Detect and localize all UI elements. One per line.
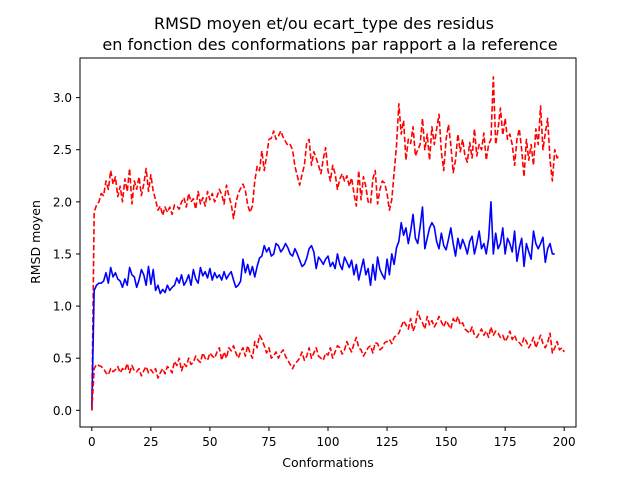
series-line-2 [91,201,555,411]
x-tick-label: 50 [202,435,217,449]
y-tick-label: 0.5 [53,352,72,366]
series-line-3 [91,310,565,411]
x-axis-ticks: 0 25 50 75 100 125 150 175 200 [88,427,576,449]
y-tick-label: 0.0 [53,404,72,418]
x-tick-label: 175 [494,435,517,449]
chart-title-line2: en fonction des conformations par rappor… [102,35,557,54]
y-tick-label: 1.0 [53,300,72,314]
y-axis-ticks: 0.0 0.5 1.0 1.5 2.0 2.5 3.0 [53,91,80,418]
x-tick-label: 150 [435,435,458,449]
x-axis-label: Conformations [282,455,374,470]
x-tick-label: 125 [376,435,399,449]
y-tick-label: 3.0 [53,91,72,105]
x-tick-label: 25 [143,435,158,449]
x-tick-label: 75 [261,435,276,449]
y-tick-label: 2.5 [53,143,72,157]
y-tick-label: 2.0 [53,195,72,209]
y-tick-label: 1.5 [53,247,72,261]
x-tick-label: 200 [553,435,576,449]
chart-title-line1: RMSD moyen et/ou ecart_type des residus [154,14,494,34]
y-axis-label: RMSD moyen [28,200,43,284]
x-tick-label: 0 [88,435,96,449]
x-tick-label: 100 [317,435,340,449]
series-layer [91,75,565,411]
series-line-1 [91,75,561,411]
